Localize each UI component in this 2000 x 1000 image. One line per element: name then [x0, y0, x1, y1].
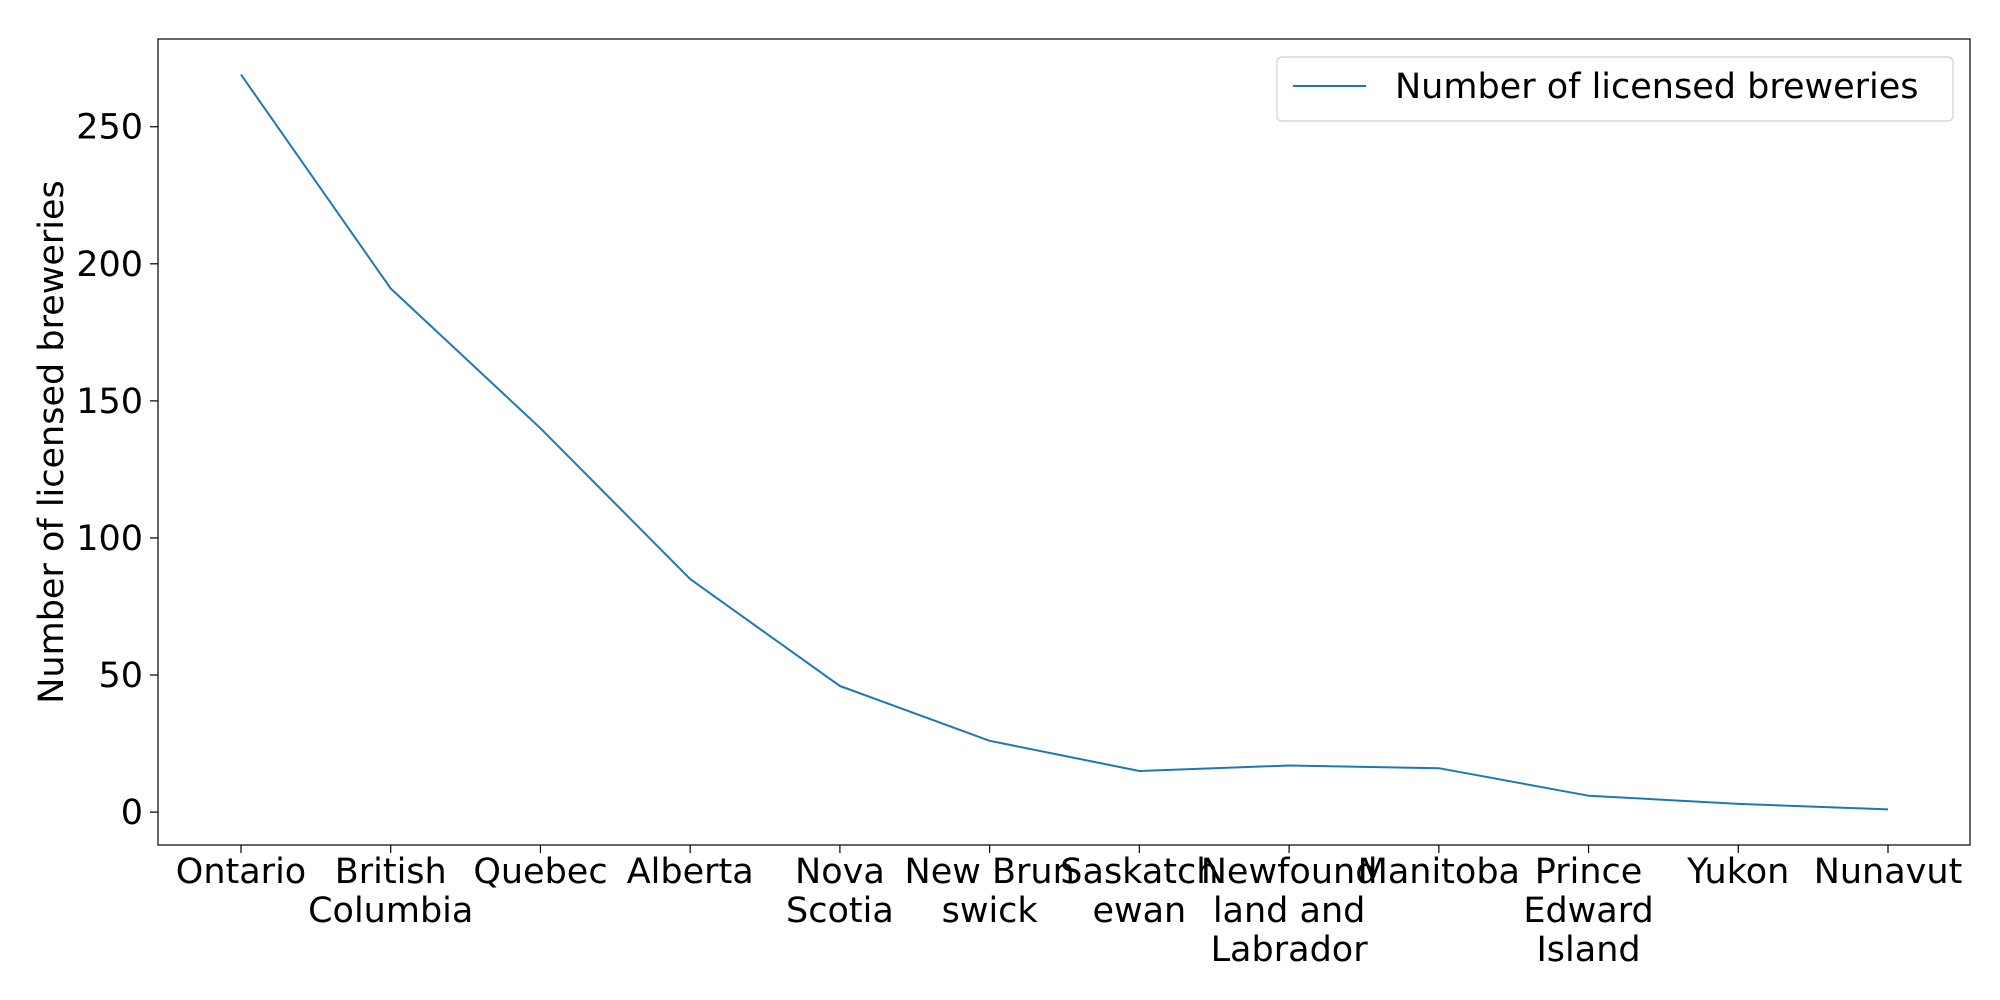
y-tick-label: 200: [76, 245, 143, 285]
y-tick-label: 0: [121, 793, 143, 833]
x-tick-label: Saskatch ewan: [1060, 852, 1218, 931]
y-axis-label: Number of licensed breweries: [32, 180, 72, 704]
y-tick-label: 150: [76, 382, 143, 422]
legend-box: [1276, 56, 1954, 122]
series-line: [240, 74, 1889, 811]
x-tick-label: Nunavut: [1814, 852, 1963, 892]
y-tick-label: 100: [76, 519, 143, 559]
x-tick-label: Alberta: [627, 852, 754, 892]
x-tick-label: Prince Edward Island: [1523, 852, 1653, 970]
x-tick-label: Yukon: [1686, 852, 1789, 892]
x-tick-label: Quebec: [473, 852, 607, 892]
legend-label: Number of licensed breweries: [1395, 67, 1919, 107]
x-tick-label: British Columbia: [308, 852, 473, 931]
x-tick-label: Manitoba: [1358, 852, 1520, 892]
x-tick-label: Nova Scotia: [786, 852, 894, 931]
x-tick-label: Newfound land and Labrador: [1201, 852, 1378, 970]
legend: Number of licensed breweries: [1276, 56, 1954, 122]
plot-area: [157, 38, 1971, 846]
y-axis: 0 50 100 150 200 250: [76, 108, 158, 833]
y-tick-label: 50: [98, 656, 143, 696]
y-tick-label: 250: [76, 108, 143, 148]
x-tick-label: New Brun swick: [905, 852, 1075, 931]
x-tick-label: Ontario: [176, 852, 306, 892]
series-layer: [240, 74, 1889, 811]
